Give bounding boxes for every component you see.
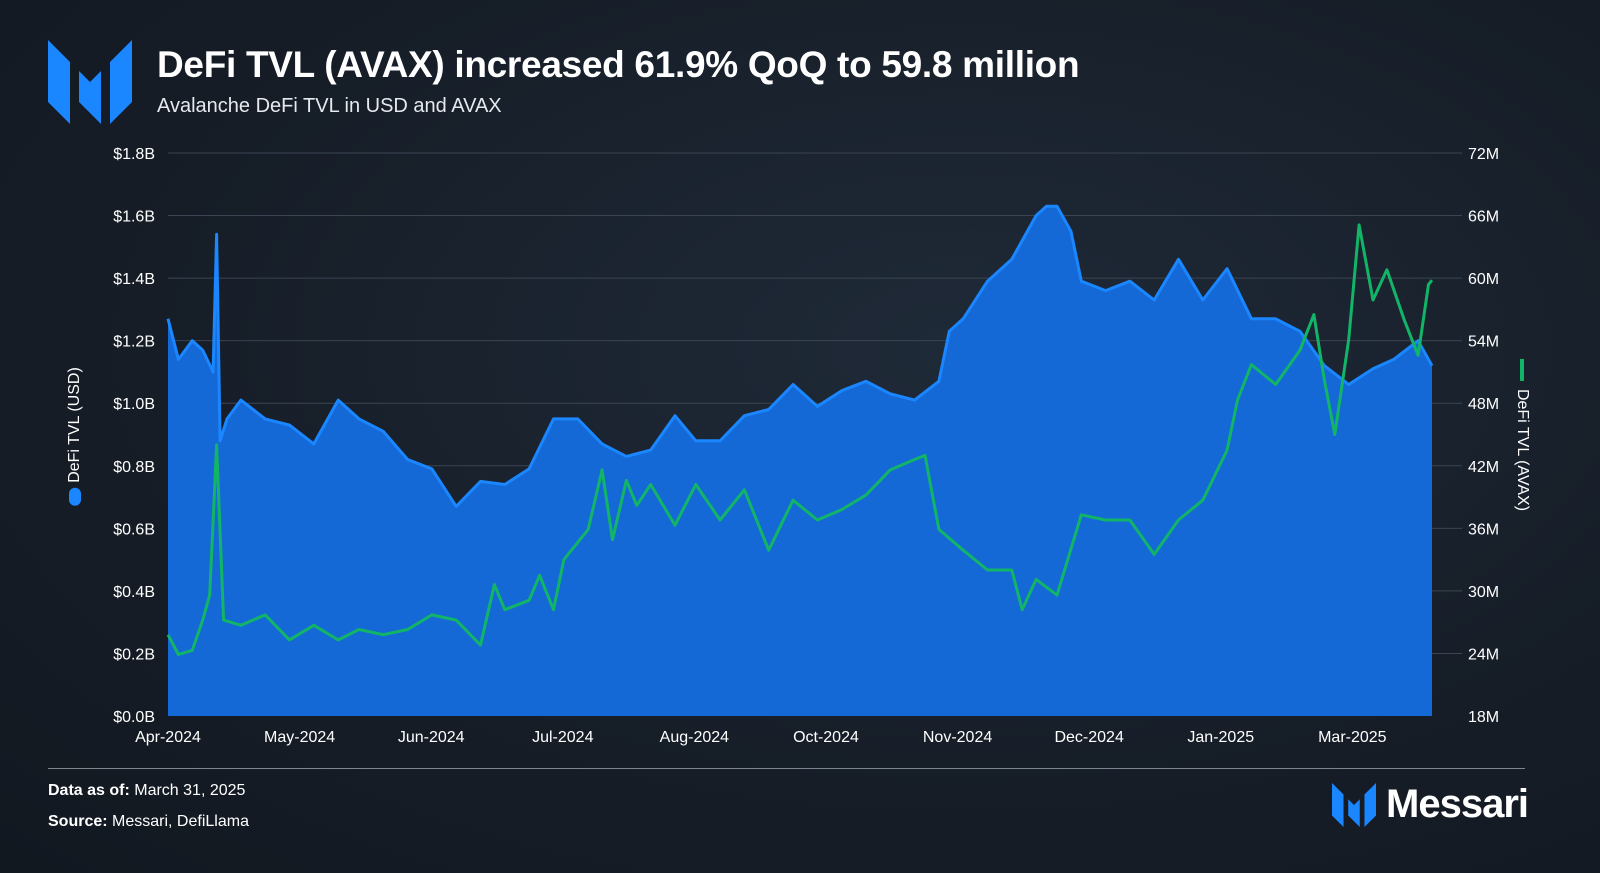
y-right-tick-label: 66M [1468,209,1499,226]
y-left-tick-label: $0.0B [113,709,155,726]
y-left-tick-label: $1.4B [113,271,155,288]
y-left-title: DeFi TVL (USD) [66,367,84,506]
y-right-title: DeFi TVL (AVAX) [1513,358,1531,511]
x-ticks: Apr-2024 May-2024 Jun-2024 Jul-2024 Aug-2024… [135,729,1387,746]
x-tick-label: Jan-2025 [1187,729,1254,746]
usd-line [166,204,1434,508]
y-left-tick-label: $1.6B [113,209,155,226]
messari-logo-icon [48,40,132,124]
y-right-tick-label: 24M [1468,646,1499,663]
y-right-tick-label: 60M [1468,271,1499,288]
y-left-tick-label: $0.8B [113,459,155,476]
messari-brand: Messari [1332,782,1529,827]
usd-legend-marker-icon [69,487,81,506]
y-right-tick-label: 36M [1468,521,1499,538]
y-left-tick-label: $0.6B [113,521,155,538]
y-left-tick-label: $0.4B [113,584,155,601]
y-left-ticks: $0.0B $0.2B $0.4B $0.6B $0.8B $1.0B $1.2B $1.4B… [113,146,155,726]
y-left-tick-label: $0.2B [113,646,155,663]
y-left-tick-label: $1.0B [113,396,155,413]
x-tick-label: Apr-2024 [135,729,201,746]
chart-subtitle: Avalanche DeFi TVL in USD and AVAX [157,95,502,117]
y-right-ticks: 18M 24M 30M 36M 42M 48M 54M 60M 66M 72M [1468,146,1499,726]
messari-logo-icon [1332,782,1377,827]
footer-divider [48,768,1525,769]
x-tick-label: Jul-2024 [532,729,593,746]
y-right-tick-label: 18M [1468,709,1499,726]
source: Source: Messari, DefiLlama [48,813,249,830]
usd-area [168,206,1432,716]
avax-legend-marker-icon [1520,358,1524,381]
x-tick-label: Oct-2024 [793,729,859,746]
chart-title: DeFi TVL (AVAX) increased 61.9% QoQ to 5… [157,44,1080,85]
x-tick-label: May-2024 [264,729,335,746]
y-right-tick-label: 30M [1468,584,1499,601]
avax-line [166,223,1434,656]
x-tick-label: Aug-2024 [660,729,729,746]
y-right-tick-label: 42M [1468,459,1499,476]
y-left-tick-label: $1.8B [113,146,155,163]
x-tick-label: Nov-2024 [923,729,992,746]
x-tick-label: Dec-2024 [1054,729,1123,746]
y-left-tick-label: $1.2B [113,334,155,351]
x-tick-label: Jun-2024 [398,729,465,746]
y-right-tick-label: 54M [1468,334,1499,351]
y-right-tick-label: 72M [1468,146,1499,163]
data-as-of: Data as of: March 31, 2025 [48,782,246,799]
x-tick-label: Mar-2025 [1318,729,1387,746]
y-right-tick-label: 48M [1468,396,1499,413]
